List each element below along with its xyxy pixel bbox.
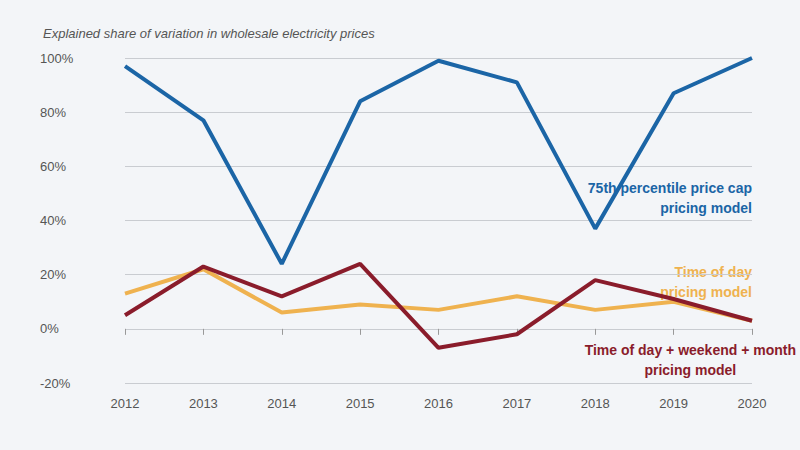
svg-text:pricing model: pricing model — [660, 284, 752, 300]
svg-text:2015: 2015 — [346, 396, 375, 411]
svg-text:20%: 20% — [40, 267, 66, 282]
svg-text:40%: 40% — [40, 213, 66, 228]
svg-text:-20%: -20% — [40, 376, 71, 391]
svg-text:60%: 60% — [40, 159, 66, 174]
svg-text:2019: 2019 — [659, 396, 688, 411]
svg-text:75th percentile price cap: 75th percentile price cap — [588, 180, 752, 196]
svg-text:0%: 0% — [40, 321, 59, 336]
svg-text:2014: 2014 — [267, 396, 296, 411]
svg-text:Time of day + weekend + month: Time of day + weekend + month — [585, 342, 796, 358]
svg-text:pricing model: pricing model — [660, 200, 752, 216]
svg-text:2018: 2018 — [581, 396, 610, 411]
svg-text:pricing model: pricing model — [644, 362, 736, 378]
svg-text:80%: 80% — [40, 105, 66, 120]
svg-text:2017: 2017 — [502, 396, 531, 411]
svg-text:2013: 2013 — [189, 396, 218, 411]
svg-text:Explained share of variation i: Explained share of variation in wholesal… — [43, 26, 375, 41]
svg-text:100%: 100% — [40, 51, 74, 66]
svg-text:2016: 2016 — [424, 396, 453, 411]
svg-text:2012: 2012 — [111, 396, 140, 411]
svg-text:Time of day: Time of day — [674, 264, 752, 280]
svg-text:2020: 2020 — [738, 396, 767, 411]
